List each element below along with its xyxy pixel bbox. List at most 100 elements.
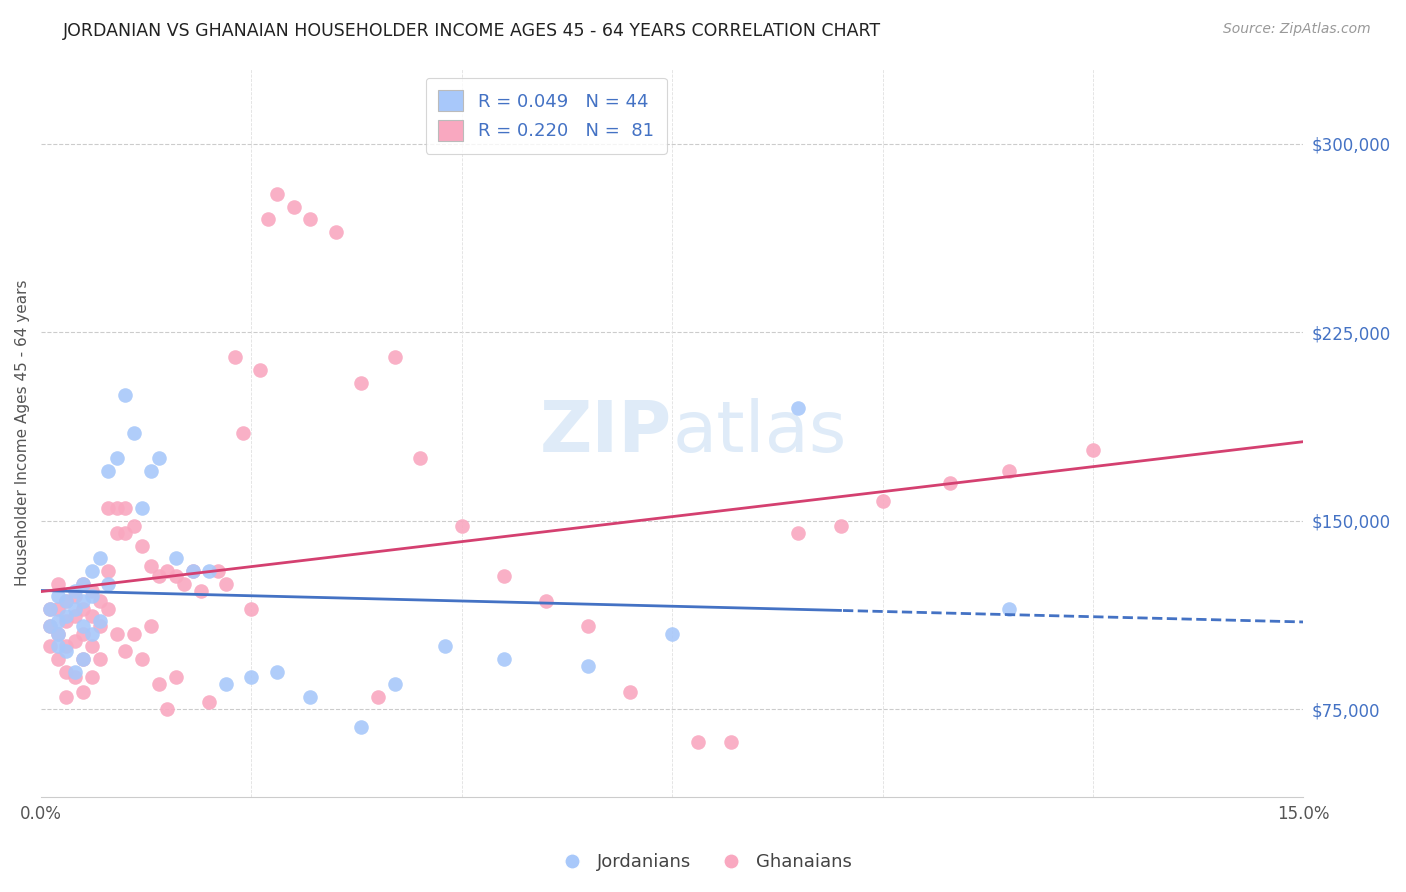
Point bbox=[576, 619, 599, 633]
Point bbox=[38, 619, 60, 633]
Point bbox=[89, 652, 111, 666]
Point bbox=[55, 594, 77, 608]
Point bbox=[165, 569, 187, 583]
Point bbox=[72, 601, 94, 615]
Point bbox=[105, 501, 128, 516]
Point bbox=[165, 669, 187, 683]
Point bbox=[215, 677, 238, 691]
Point bbox=[89, 619, 111, 633]
Point bbox=[97, 501, 120, 516]
Point bbox=[232, 425, 254, 440]
Point bbox=[131, 652, 153, 666]
Point bbox=[139, 559, 162, 574]
Point bbox=[350, 376, 373, 390]
Point bbox=[38, 601, 60, 615]
Point bbox=[249, 363, 271, 377]
Legend: Jordanians, Ghanaians: Jordanians, Ghanaians bbox=[547, 847, 859, 879]
Point bbox=[139, 619, 162, 633]
Point bbox=[46, 589, 69, 603]
Point bbox=[72, 576, 94, 591]
Point bbox=[105, 526, 128, 541]
Point bbox=[156, 702, 179, 716]
Point bbox=[105, 627, 128, 641]
Point bbox=[384, 351, 406, 365]
Point bbox=[80, 584, 103, 599]
Point bbox=[72, 652, 94, 666]
Point bbox=[998, 601, 1021, 615]
Point bbox=[63, 609, 86, 624]
Point bbox=[63, 601, 86, 615]
Point bbox=[80, 609, 103, 624]
Point bbox=[72, 652, 94, 666]
Point bbox=[55, 640, 77, 654]
Point bbox=[224, 351, 246, 365]
Point bbox=[492, 652, 515, 666]
Point bbox=[576, 659, 599, 673]
Point bbox=[451, 518, 474, 533]
Legend: R = 0.049   N = 44, R = 0.220   N =  81: R = 0.049 N = 44, R = 0.220 N = 81 bbox=[426, 78, 666, 153]
Point bbox=[63, 665, 86, 679]
Point bbox=[198, 695, 221, 709]
Point bbox=[55, 609, 77, 624]
Point bbox=[55, 665, 77, 679]
Point bbox=[63, 589, 86, 603]
Point bbox=[89, 551, 111, 566]
Point bbox=[240, 601, 263, 615]
Text: JORDANIAN VS GHANAIAN HOUSEHOLDER INCOME AGES 45 - 64 YEARS CORRELATION CHART: JORDANIAN VS GHANAIAN HOUSEHOLDER INCOME… bbox=[63, 22, 882, 40]
Point bbox=[105, 450, 128, 465]
Point bbox=[266, 187, 288, 202]
Point bbox=[72, 576, 94, 591]
Point bbox=[1081, 443, 1104, 458]
Point bbox=[97, 576, 120, 591]
Point bbox=[114, 526, 136, 541]
Point bbox=[63, 584, 86, 599]
Point bbox=[384, 677, 406, 691]
Point bbox=[830, 518, 852, 533]
Point bbox=[181, 564, 204, 578]
Point bbox=[122, 425, 145, 440]
Point bbox=[367, 690, 389, 704]
Point bbox=[872, 493, 894, 508]
Point bbox=[148, 677, 170, 691]
Point bbox=[80, 640, 103, 654]
Point bbox=[80, 589, 103, 603]
Point bbox=[619, 684, 641, 698]
Point bbox=[63, 634, 86, 648]
Point bbox=[38, 640, 60, 654]
Point bbox=[122, 518, 145, 533]
Point bbox=[198, 564, 221, 578]
Point bbox=[114, 501, 136, 516]
Point bbox=[38, 601, 60, 615]
Point bbox=[283, 200, 305, 214]
Point bbox=[190, 584, 212, 599]
Point bbox=[299, 690, 322, 704]
Point bbox=[299, 212, 322, 227]
Point bbox=[72, 619, 94, 633]
Point bbox=[55, 614, 77, 628]
Point bbox=[215, 576, 238, 591]
Point bbox=[46, 614, 69, 628]
Point bbox=[181, 564, 204, 578]
Point bbox=[434, 640, 457, 654]
Point bbox=[72, 684, 94, 698]
Point bbox=[534, 594, 557, 608]
Point bbox=[131, 539, 153, 553]
Point bbox=[165, 551, 187, 566]
Point bbox=[998, 463, 1021, 477]
Point bbox=[173, 576, 195, 591]
Point bbox=[55, 594, 77, 608]
Point bbox=[156, 564, 179, 578]
Point bbox=[46, 627, 69, 641]
Point bbox=[240, 669, 263, 683]
Point bbox=[55, 690, 77, 704]
Point bbox=[46, 652, 69, 666]
Point bbox=[80, 564, 103, 578]
Point bbox=[114, 388, 136, 402]
Point bbox=[46, 640, 69, 654]
Point bbox=[55, 644, 77, 658]
Point bbox=[38, 619, 60, 633]
Point bbox=[787, 526, 810, 541]
Point bbox=[97, 463, 120, 477]
Point bbox=[350, 720, 373, 734]
Point bbox=[207, 564, 229, 578]
